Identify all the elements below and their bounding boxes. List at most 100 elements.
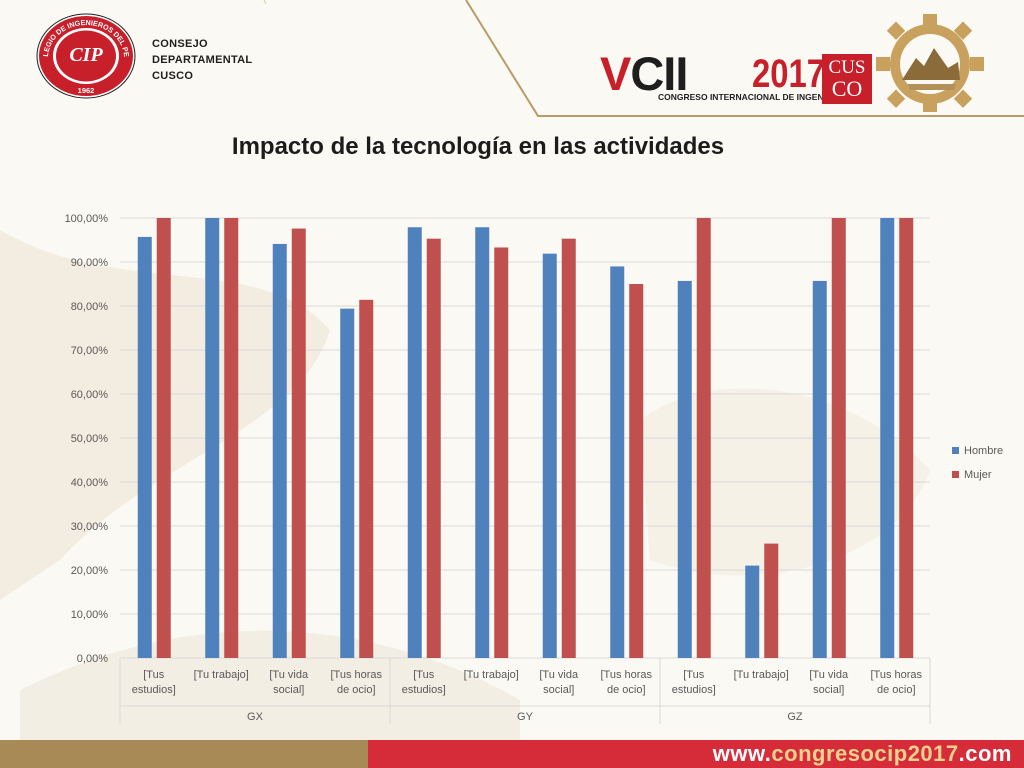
cip-logo: COLEGIO DE INGENIEROS DEL PERU CIP 1962 (36, 13, 136, 99)
legend-swatch-mujer (952, 471, 959, 478)
x-tick-label-line: [Tu vida (269, 669, 309, 681)
x-tick-label-line: [Tu vida (809, 669, 849, 681)
bar-hombre (542, 253, 557, 658)
page-title: Impacto de la tecnología en las activida… (231, 133, 725, 160)
bar-mujer (291, 228, 306, 658)
footer-red-band (368, 740, 1024, 768)
x-tick-label-line: de ocio] (337, 684, 376, 696)
x-tick-label-line: social] (273, 684, 304, 696)
org-name-line-1: CONSEJO (152, 38, 208, 50)
logo-year-text: 1962 (78, 86, 95, 95)
bar-hombre (812, 280, 827, 658)
website-url: www.congresocip2017.com (713, 740, 1012, 768)
x-tick-label-line: [Tu trabajo] (464, 669, 519, 681)
y-tick-label: 10,00% (71, 609, 109, 621)
x-tick-label-line: social] (813, 684, 844, 696)
bar-hombre (340, 308, 355, 658)
legend-label-mujer: Mujer (964, 469, 992, 481)
brand-vcii: VCII (600, 47, 688, 100)
org-name-line-3: CUSCO (152, 70, 194, 82)
x-tick-label: [Tus estudios] (402, 669, 446, 696)
y-tick-label: 90,00% (71, 257, 109, 269)
x-tick-label-line: [Tu vida (539, 669, 579, 681)
bar-mujer (561, 238, 576, 658)
x-tick-label-line: estudios] (672, 684, 716, 696)
brand-v: V (600, 47, 631, 100)
x-tick-label-line: [Tus horas (330, 669, 382, 681)
bar-mujer (156, 218, 171, 658)
y-tick-label: 70,00% (71, 345, 109, 357)
bar-hombre (407, 227, 422, 659)
bar-hombre (137, 236, 152, 659)
bar-mujer (696, 218, 711, 658)
cusco-badge-line-2: CO (831, 76, 863, 101)
footer-gold-band (0, 740, 368, 768)
x-tick-label-line: de ocio] (607, 684, 646, 696)
cusco-badge-line-1: CUS (828, 57, 866, 78)
x-tick-label: [Tus horas de ocio] (600, 669, 652, 696)
bar-hombre (610, 266, 625, 658)
bar-hombre (677, 280, 692, 658)
y-tick-label: 40,00% (71, 477, 109, 489)
x-tick-label: [Tus estudios] (132, 669, 176, 696)
x-tick-label-line: de ocio] (877, 684, 916, 696)
x-tick-label-line: [Tus (143, 669, 164, 681)
logo-mark-text: CIP (69, 44, 103, 66)
y-tick-label: 0,00% (77, 653, 108, 665)
group-label: GZ (787, 711, 803, 723)
bar-mujer (899, 218, 914, 658)
header: COLEGIO DE INGENIEROS DEL PERU CIP 1962 … (0, 0, 1024, 120)
bar-mujer (629, 284, 644, 658)
y-tick-label: 100,00% (65, 213, 109, 225)
header-divider (263, 0, 1024, 117)
bar-mujer (764, 543, 779, 658)
url-domain: congresocip2017 (771, 741, 959, 766)
x-tick-label-line: [Tus horas (600, 669, 652, 681)
organization-name: CONSEJO DEPARTAMENTAL CUSCO (152, 36, 252, 84)
brand-subtitle: CONGRESO INTERNACIONAL DE INGENIERÍA (658, 92, 847, 102)
bar-hombre (745, 565, 760, 658)
bar-mujer (494, 247, 509, 659)
x-tick-label: [Tu vida social] (269, 669, 309, 696)
bar-chart: 0,00% 10,00% 20,00% 30,00% 40,00% 50,00% 60,00… (65, 213, 1003, 724)
url-prefix: www. (712, 741, 772, 766)
x-tick-label-line: [Tus (683, 669, 704, 681)
y-tick-label: 80,00% (71, 301, 109, 313)
bar-hombre (880, 218, 895, 658)
url-suffix: .com (958, 741, 1012, 766)
legend-label-hombre: Hombre (964, 445, 1003, 457)
x-tick-label-line: [Tu trabajo] (194, 669, 249, 681)
gear-mountain-icon (876, 14, 984, 112)
x-tick-label-line: [Tus (413, 669, 434, 681)
x-tick-label: [Tu trabajo] (194, 669, 249, 681)
org-name-line-2: DEPARTAMENTAL (152, 54, 253, 66)
x-tick-label-line: estudios] (132, 684, 176, 696)
bar-mujer (831, 218, 846, 658)
x-tick-label: [Tu trabajo] (464, 669, 519, 681)
bar-mujer (359, 299, 374, 658)
legend-swatch-hombre (952, 447, 959, 454)
y-tick-label: 20,00% (71, 565, 109, 577)
x-tick-label-line: [Tus horas (870, 669, 922, 681)
x-tick-label-line: [Tu trabajo] (734, 669, 789, 681)
y-tick-label: 30,00% (71, 521, 109, 533)
x-tick-label: [Tus horas de ocio] (870, 669, 922, 696)
x-tick-label: [Tu vida social] (539, 669, 579, 696)
x-tick-label: [Tus horas de ocio] (330, 669, 382, 696)
congress-brand: VCII 2017 CONGRESO INTERNACIONAL DE INGE… (600, 50, 890, 108)
y-tick-label: 60,00% (71, 389, 109, 401)
bar-mujer (426, 238, 441, 658)
x-tick-label: [Tus estudios] (672, 669, 716, 696)
group-label: GX (247, 711, 264, 723)
brand-year: 2017 (752, 52, 825, 96)
bar-hombre (475, 227, 490, 659)
y-tick-label: 50,00% (71, 433, 109, 445)
bar-hombre (205, 218, 220, 658)
brand-cii: CII (630, 47, 688, 100)
cusco-badge: CUS CO (822, 54, 872, 104)
footer: www.congresocip2017.com (0, 740, 1024, 768)
bar-mujer (224, 218, 239, 658)
x-tick-label: [Tu vida social] (809, 669, 849, 696)
bar-hombre (272, 243, 287, 658)
x-tick-label-line: estudios] (402, 684, 446, 696)
